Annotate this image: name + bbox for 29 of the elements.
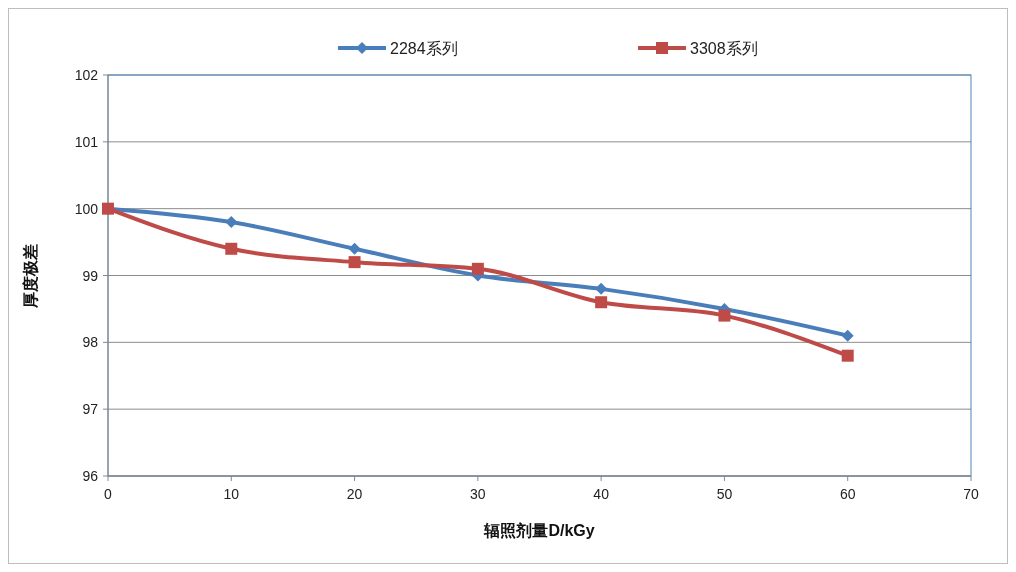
point — [348, 242, 361, 255]
x-tick-label: 10 — [223, 486, 240, 502]
y-tick-label: 100 — [74, 200, 99, 217]
y-tick-label: 101 — [74, 133, 99, 150]
y-tick-label: 102 — [74, 67, 99, 83]
point — [225, 242, 238, 255]
x-tick-label: 30 — [470, 486, 486, 502]
x-tick-label: 40 — [593, 486, 610, 502]
point — [471, 262, 484, 275]
legend-label: 3308系列 — [690, 40, 758, 57]
point — [718, 309, 731, 322]
y-tick-label: 99 — [82, 267, 99, 284]
x-tick-label: 50 — [716, 486, 733, 502]
y-axis-title: 厚度极差 — [21, 243, 39, 309]
x-tick-label: 60 — [839, 486, 856, 502]
y-tick-label: 97 — [82, 401, 99, 418]
y-tick-label: 96 — [82, 468, 99, 484]
point — [841, 349, 854, 362]
point — [348, 256, 361, 269]
x-tick-label: 0 — [104, 486, 113, 502]
point — [595, 296, 608, 309]
point — [595, 282, 608, 295]
point — [841, 329, 854, 342]
y-tick-label: 98 — [82, 334, 99, 351]
x-tick-label: 70 — [963, 486, 979, 502]
legend-label: 2284系列 — [390, 40, 458, 57]
point — [225, 216, 238, 229]
x-tick-label: 20 — [346, 486, 363, 502]
x-axis-title: 辐照剂量D/kGy — [483, 521, 595, 540]
